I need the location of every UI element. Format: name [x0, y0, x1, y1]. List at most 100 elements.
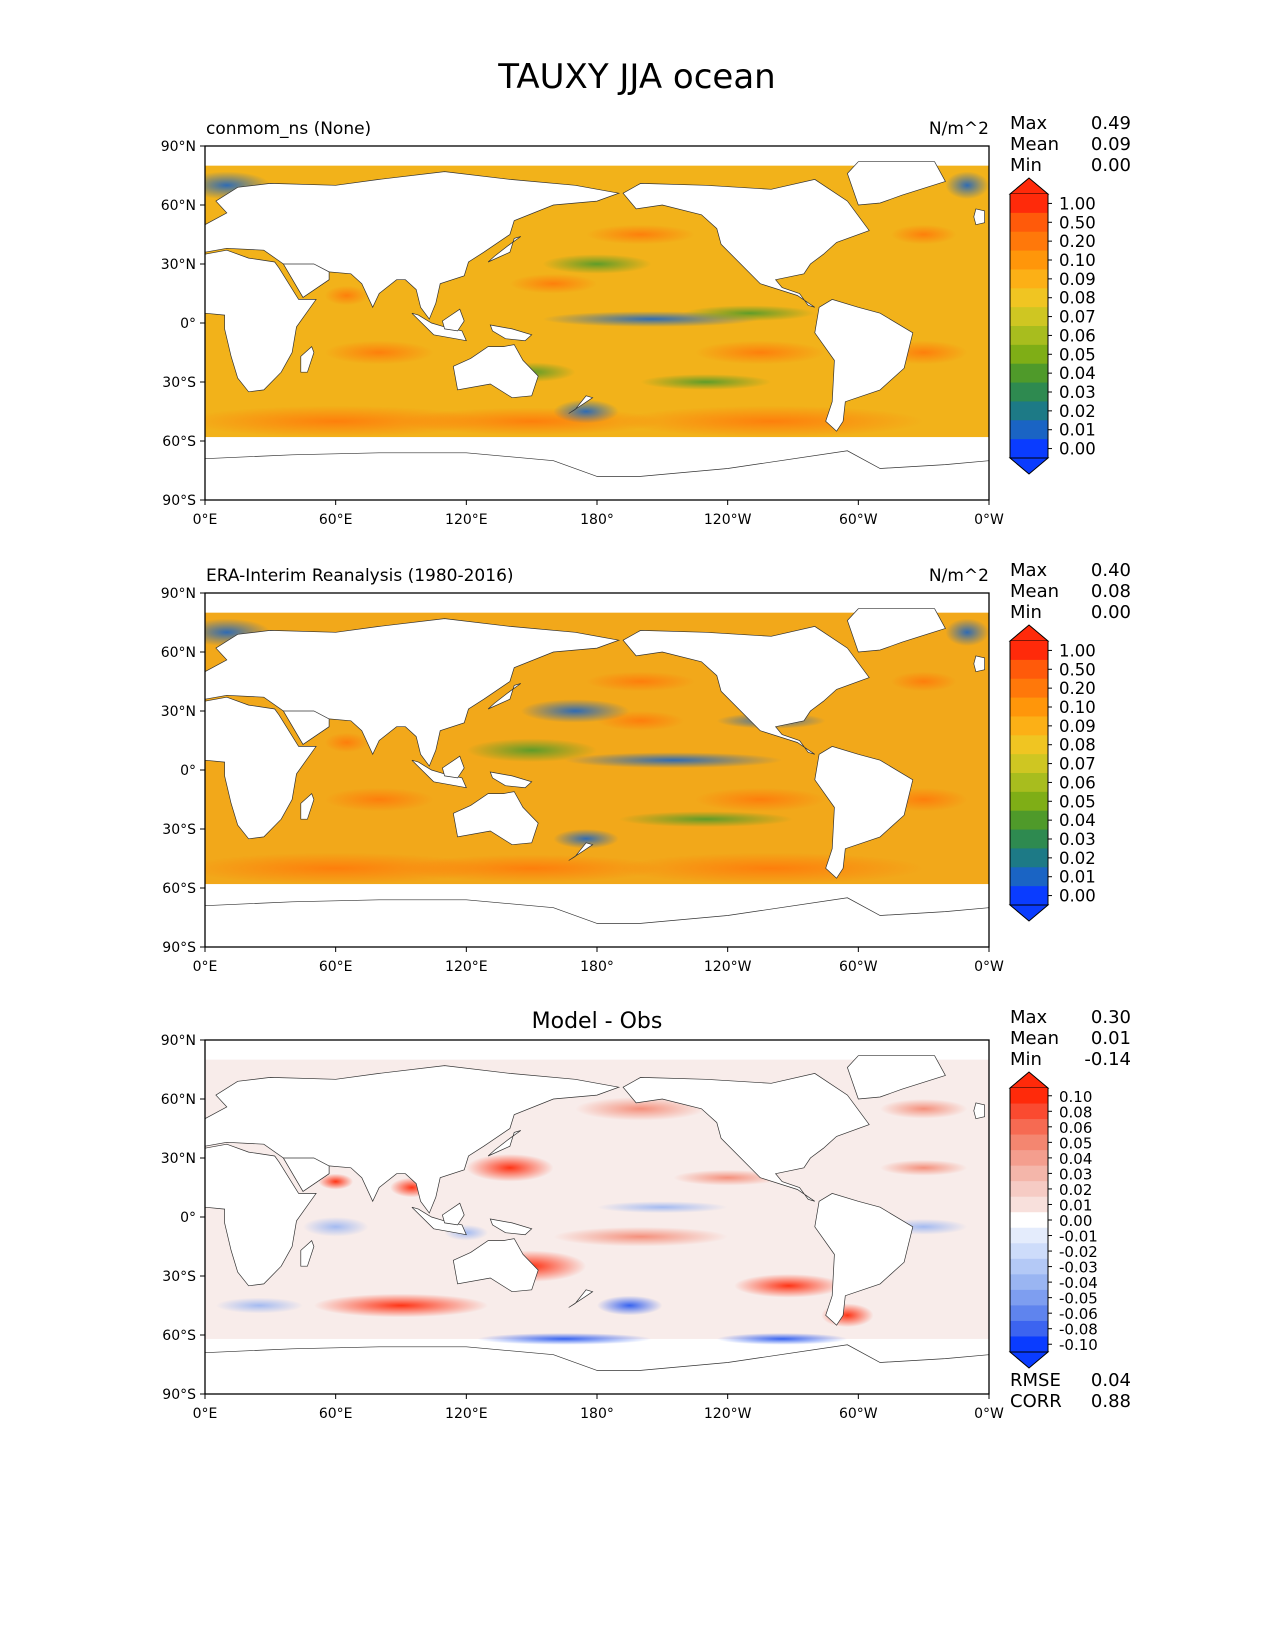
colorbar-label: -0.01 [1059, 1228, 1098, 1246]
land-africa [205, 249, 317, 393]
colorbar-swatch [1010, 829, 1048, 850]
x-tick-label: 120°E [445, 1406, 488, 1422]
colorbar-label: 0.09 [1059, 717, 1096, 736]
colorbar-swatch [1010, 382, 1048, 403]
colorbar-label: 0.03 [1059, 830, 1096, 849]
colorbar-label: 0.10 [1059, 1088, 1092, 1106]
colorbar-label: 0.03 [1059, 1165, 1092, 1183]
land-australia [452, 1238, 539, 1293]
colorbar-swatch [1010, 1165, 1048, 1182]
colorbar-label: 0.05 [1059, 792, 1096, 811]
land-indonesia [411, 312, 467, 342]
colorbar-swatch [1010, 1243, 1048, 1260]
y-tick-label: 0° [180, 1210, 196, 1226]
field-blob-obs-8 [586, 671, 695, 692]
colorbar-label: 0.04 [1059, 1150, 1092, 1168]
colorbar-swatch [1010, 1320, 1048, 1338]
stat-value: 0.00 [1091, 155, 1131, 176]
colorbar-label: 0.02 [1059, 402, 1096, 421]
colorbar-swatch [1010, 848, 1048, 868]
land-arabia_fix [282, 710, 330, 745]
land-borneo [441, 308, 465, 332]
y-tick-label: 60°S [162, 434, 196, 450]
land-greenland [847, 1055, 946, 1100]
field-blob-diff-0 [313, 1293, 489, 1318]
field-blob-model-6 [324, 285, 369, 306]
y-tick-label: 30°N [161, 1151, 196, 1167]
colorbar-swatch [1010, 1088, 1048, 1105]
y-tick-label: 60°S [162, 881, 196, 897]
stat-value: 0.04 [1091, 1370, 1131, 1391]
colorbar-label: 0.04 [1059, 811, 1096, 830]
colorbar-swatch [1010, 1212, 1048, 1229]
field-blob-diff-13 [716, 1333, 848, 1345]
y-tick-label: 30°S [162, 1269, 196, 1285]
colorbar-swatch [1010, 659, 1048, 680]
panel-model: 90°N 60°N 30°N 0° 30°S 60°S 90°S 0°E 60°E 120°E 18… [161, 113, 1131, 528]
x-tick-label: 0°W [974, 512, 1004, 528]
colorbar-swatch [1010, 1305, 1048, 1322]
field-blob-obs-4 [695, 787, 826, 812]
colorbar-label: 0.10 [1059, 698, 1096, 717]
land-madagascar [300, 345, 315, 373]
y-tick-label: 30°N [161, 704, 196, 720]
land-arabia_fix [282, 263, 330, 298]
stat-value: 0.00 [1091, 602, 1131, 623]
colorbar-label: -0.04 [1059, 1274, 1098, 1292]
land-antarctica [205, 897, 989, 947]
land-newzealand [568, 842, 594, 861]
panel-title: conmom_ns (None) [206, 119, 371, 139]
x-tick-label: 120°E [445, 512, 488, 528]
y-tick-label: 90°S [162, 1387, 196, 1403]
colorbar-label: 0.06 [1059, 773, 1096, 792]
map-field-diff [205, 1055, 989, 1394]
y-tick-label: 30°N [161, 257, 196, 273]
colorbar-extend-bottom [1008, 904, 1050, 922]
x-tick-label: 180° [580, 512, 614, 528]
x-tick-label: 60°E [319, 959, 353, 975]
field-blob-diff-2 [466, 1154, 554, 1182]
land-samerica [814, 1193, 914, 1326]
units-label: N/m^2 [929, 119, 989, 139]
y-tick-label: 90°N [161, 139, 196, 155]
field-blob-diff-4 [734, 1274, 843, 1298]
field-blob-model-2 [618, 405, 924, 437]
y-tick-label: 60°N [161, 1092, 196, 1108]
colorbar-frame [1009, 194, 1049, 458]
x-tick-label: 0°E [193, 512, 218, 528]
colorbar-label: 0.03 [1059, 383, 1096, 402]
colorbar-swatch [1010, 716, 1048, 736]
field-blob-diff-14 [597, 1295, 663, 1316]
map-field-obs [205, 608, 989, 947]
land-borneo [441, 755, 465, 779]
colorbar-obs: 1.000.500.200.100.090.080.070.060.050.04… [1008, 624, 1096, 922]
colorbar-swatch [1010, 1134, 1048, 1151]
colorbar-label: -0.10 [1059, 1336, 1098, 1354]
panel-diff: 90°N 60°N 30°N 0° 30°S 60°S 90°S 0°E 60°E 120°E 18… [161, 1007, 1131, 1422]
colorbar-swatch [1010, 269, 1048, 289]
colorbar-label: 0.02 [1059, 1181, 1092, 1199]
colorbar-label: -0.02 [1059, 1243, 1098, 1261]
land-antarctica [205, 1344, 989, 1394]
land-japan [487, 236, 522, 263]
colorbar-swatch [1010, 420, 1048, 440]
x-tick-label: 60°W [839, 512, 878, 528]
stat-value: 0.88 [1091, 1391, 1131, 1412]
x-tick-label: 60°W [839, 1406, 878, 1422]
field-blob-obs-6 [324, 732, 369, 753]
figure-title: TAUXY JJA ocean [497, 57, 775, 97]
colorbar-label: 0.01 [1059, 421, 1096, 440]
y-tick-label: 30°S [162, 822, 196, 838]
land-madagascar [300, 792, 315, 820]
colorbar-label: 0.20 [1059, 679, 1096, 698]
y-tick-label: 30°S [162, 375, 196, 391]
field-blob-diff-18 [597, 1201, 728, 1214]
stat-value: 0.01 [1091, 1028, 1131, 1049]
field-blob-diff-15 [215, 1297, 303, 1314]
colorbar-label: 0.02 [1059, 849, 1096, 868]
colorbar-label: -0.08 [1059, 1321, 1098, 1339]
colorbar-swatch [1010, 791, 1048, 812]
colorbar-swatch [1010, 1150, 1048, 1167]
colorbar-extend-top [1008, 1071, 1050, 1089]
colorbar-extend-top [1008, 624, 1050, 642]
